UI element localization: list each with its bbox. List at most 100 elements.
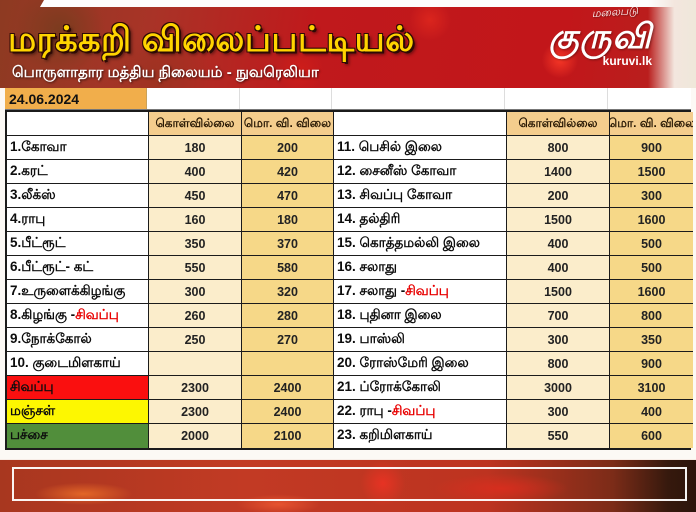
sell-price-cell: 900 (610, 136, 693, 160)
sell-price-cell: 600 (610, 424, 693, 448)
item-name-cell: 8.கிழங்கு - சிவப்பு (7, 304, 149, 328)
date-row-blank (332, 88, 505, 109)
item-name: 13. சிவப்பு கோவா (337, 186, 453, 202)
item-name-cell: சிவப்பு (7, 376, 149, 400)
buy-price-cell: 1500 (507, 280, 610, 304)
date-label: 24.06.2024 (5, 88, 147, 109)
buy-price-cell: 400 (507, 256, 610, 280)
item-name: 14. தல்திரி (337, 210, 401, 226)
buy-price-cell (149, 352, 242, 376)
item-name: 21. ப்ரோக்கோலி (337, 378, 441, 394)
item-name: 8.கிழங்கு - (10, 306, 76, 322)
sell-price-cell: 1600 (610, 208, 693, 232)
item-name: 6.பீட்ரூட்- கட் (10, 258, 94, 274)
sell-price-cell: 350 (610, 328, 693, 352)
buy-price-cell: 3000 (507, 376, 610, 400)
sell-price-cell: 500 (610, 232, 693, 256)
item-name-highlight: சிவப்பு (405, 282, 449, 298)
sell-price-cell: 1500 (610, 160, 693, 184)
buy-price-cell: 160 (149, 208, 242, 232)
item-name-cell: 7.உருளைக்கிழங்கு (7, 280, 149, 304)
item-name: 4.ராபு (10, 210, 46, 226)
buy-price-cell: 800 (507, 136, 610, 160)
item-name-cell: 23. கறிமிளகாய் (334, 424, 507, 448)
sell-price-cell: 370 (242, 232, 334, 256)
price-table: கொள்வில்லை மொ. வி. விலை கொள்வில்லை மொ. வி. … (5, 110, 693, 450)
item-name-cell: 4.ராபு (7, 208, 149, 232)
sell-price-cell (242, 352, 334, 376)
item-name-highlight: சிவப்பு (391, 402, 436, 418)
table-header-blank (334, 112, 507, 136)
date-row-blank (505, 88, 608, 109)
buy-price-cell: 550 (507, 424, 610, 448)
sell-price-cell: 2400 (242, 376, 334, 400)
item-name: 1.கோவா (10, 138, 67, 154)
buy-price-cell: 300 (507, 328, 610, 352)
item-name: 10. குடைமிளகாய் (10, 354, 121, 370)
sell-price-header: மொ. வி. விலை (242, 112, 334, 136)
item-name: 3.லீக்ஸ் (10, 186, 56, 202)
sell-price-cell: 3100 (610, 376, 693, 400)
header-photo-band (0, 0, 696, 88)
buy-price-header: கொள்வில்லை (149, 112, 242, 136)
buy-price-cell: 180 (149, 136, 242, 160)
item-name-cell: பச்சை (7, 424, 149, 448)
page-subtitle: பொருளாதார மத்திய நிலையம் - நுவரெலியா (12, 64, 319, 81)
buy-price-cell: 300 (507, 400, 610, 424)
buy-price-cell: 350 (149, 232, 242, 256)
sell-price-cell: 470 (242, 184, 334, 208)
item-name-cell: 6.பீட்ரூட்- கட் (7, 256, 149, 280)
item-name-cell: 12. சைனீஸ் கோவா (334, 160, 507, 184)
sell-price-cell: 2400 (242, 400, 334, 424)
item-name: 15. கொத்தமல்லி இலை (337, 234, 480, 250)
item-name: 22. ராபு - (337, 402, 392, 418)
sell-price-cell: 270 (242, 328, 334, 352)
item-name-cell: 14. தல்திரி (334, 208, 507, 232)
buy-price-header: கொள்வில்லை (507, 112, 610, 136)
buy-price-cell: 300 (149, 280, 242, 304)
sell-price-cell: 200 (242, 136, 334, 160)
sell-price-cell: 320 (242, 280, 334, 304)
buy-price-cell: 200 (507, 184, 610, 208)
footer-frame-line (12, 467, 687, 501)
item-name-cell: 19. பாஸ்லி (334, 328, 507, 352)
item-name-cell: 17. சலாது - சிவப்பு (334, 280, 507, 304)
buy-price-cell: 700 (507, 304, 610, 328)
buy-price-cell: 450 (149, 184, 242, 208)
sell-price-cell: 900 (610, 352, 693, 376)
buy-price-cell: 2300 (149, 376, 242, 400)
sell-price-cell: 800 (610, 304, 693, 328)
item-name-cell: 20. ரோஸ்மேரி இலை (334, 352, 507, 376)
sell-price-cell: 300 (610, 184, 693, 208)
item-name: 9.நோக்கோல் (10, 330, 92, 346)
sell-price-cell: 580 (242, 256, 334, 280)
item-name-highlight: சிவப்பு (75, 306, 119, 322)
item-name: 18. புதினா இலை (337, 306, 442, 322)
logo-wordmark: குருவி (548, 18, 652, 56)
buy-price-cell: 2000 (149, 424, 242, 448)
date-row: 24.06.2024 (5, 88, 691, 110)
date-row-blank (608, 88, 691, 109)
kuruvi-logo: மலைபடு குருவி kuruvi.lk (548, 5, 652, 68)
item-name: 5.பீட்ரூட் (10, 234, 66, 250)
item-name-cell: 11. பெசில் இலை (334, 136, 507, 160)
item-name: 2.கரட் (10, 162, 48, 178)
buy-price-cell: 400 (149, 160, 242, 184)
item-name: 20. ரோஸ்மேரி இலை (337, 354, 469, 370)
buy-price-cell: 1400 (507, 160, 610, 184)
header-top-strip (39, 0, 696, 7)
date-row-blank (240, 88, 332, 109)
sell-price-cell: 1600 (610, 280, 693, 304)
sell-price-cell: 2100 (242, 424, 334, 448)
item-name-cell: 21. ப்ரோக்கோலி (334, 376, 507, 400)
buy-price-cell: 260 (149, 304, 242, 328)
header-right-fade (648, 0, 696, 88)
item-name: 11. பெசில் இலை (337, 138, 442, 154)
item-name: மஞ்சள் (10, 402, 56, 418)
buy-price-cell: 250 (149, 328, 242, 352)
table-header-blank (7, 112, 149, 136)
item-name-cell: 15. கொத்தமல்லி இலை (334, 232, 507, 256)
date-row-blank (147, 88, 240, 109)
item-name-cell: 9.நோக்கோல் (7, 328, 149, 352)
item-name: 19. பாஸ்லி (337, 330, 405, 346)
